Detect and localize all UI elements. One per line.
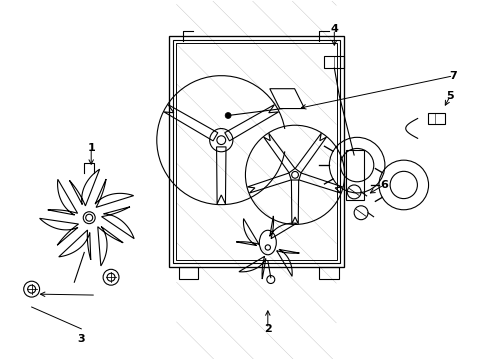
Bar bbox=[346, 150, 364, 200]
Bar bbox=[324, 56, 344, 68]
Circle shape bbox=[224, 113, 231, 118]
Bar bbox=[168, 36, 344, 267]
Bar bbox=[175, 43, 337, 260]
Text: 1: 1 bbox=[87, 143, 95, 153]
Text: 5: 5 bbox=[446, 91, 453, 101]
Bar bbox=[175, 43, 337, 260]
Text: 7: 7 bbox=[448, 71, 456, 81]
Text: 4: 4 bbox=[330, 24, 338, 34]
Text: 3: 3 bbox=[77, 334, 85, 344]
Text: 6: 6 bbox=[379, 180, 387, 190]
Bar bbox=[172, 40, 340, 264]
Bar bbox=[178, 267, 198, 279]
Bar bbox=[427, 113, 445, 125]
Text: 2: 2 bbox=[264, 324, 271, 334]
Bar bbox=[319, 267, 339, 279]
